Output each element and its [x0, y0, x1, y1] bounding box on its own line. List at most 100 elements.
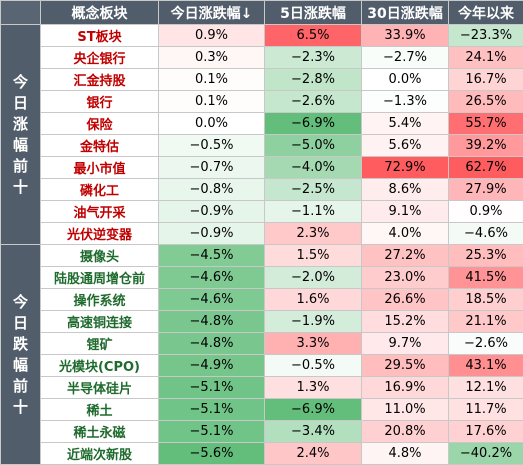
cell-ytd: 55.7% [449, 113, 523, 135]
col-header-ytd-change[interactable]: 今年以来 [449, 1, 523, 25]
sector-name[interactable]: 高速铜连接 [41, 311, 159, 333]
col-header-sector[interactable]: 概念板块 [41, 1, 159, 25]
sector-name[interactable]: 锂矿 [41, 333, 159, 355]
cell-d30: 9.1% [362, 201, 449, 223]
group-label-char: 日 [1, 93, 40, 114]
cell-today: −5.1% [159, 399, 265, 421]
cell-ytd: 39.2% [449, 135, 523, 157]
sector-name[interactable]: 近端次新股 [41, 443, 159, 465]
cell-d30: 23.0% [362, 267, 449, 289]
cell-d5: 3.3% [265, 333, 362, 355]
table-row[interactable]: 近端次新股−5.6%2.4%4.8%−40.2% [1, 443, 523, 465]
group-label-char: 跌 [1, 334, 40, 355]
sector-name[interactable]: 磷化工 [41, 179, 159, 201]
cell-ytd: 62.7% [449, 157, 523, 179]
sector-name[interactable]: 最小市值 [41, 157, 159, 179]
cell-today: −5.1% [159, 421, 265, 443]
cell-d5: 1.5% [265, 245, 362, 267]
cell-d30: 20.8% [362, 421, 449, 443]
table-row[interactable]: 光伏逆变器−0.9%2.3%4.0%−4.6% [1, 223, 523, 245]
cell-d30: 72.9% [362, 157, 449, 179]
cell-d30: 8.6% [362, 179, 449, 201]
sector-name[interactable]: 金特估 [41, 135, 159, 157]
cell-d5: −5.0% [265, 135, 362, 157]
cell-ytd: 27.9% [449, 179, 523, 201]
cell-d5: −1.1% [265, 201, 362, 223]
cell-ytd: 25.3% [449, 245, 523, 267]
table-row[interactable]: 油气开采−0.9%−1.1%9.1%0.9% [1, 201, 523, 223]
cell-d5: 6.5% [265, 25, 362, 47]
sector-name[interactable]: 油气开采 [41, 201, 159, 223]
table-row[interactable]: 高速铜连接−4.8%−1.9%15.2%21.1% [1, 311, 523, 333]
sector-name[interactable]: 汇金持股 [41, 69, 159, 91]
cell-ytd: 41.5% [449, 267, 523, 289]
sector-name[interactable]: 央企银行 [41, 47, 159, 69]
cell-d30: 5.6% [362, 135, 449, 157]
sector-name[interactable]: 摄像头 [41, 245, 159, 267]
sector-name[interactable]: 半导体硅片 [41, 377, 159, 399]
sector-name[interactable]: 陆股通周增仓前 [41, 267, 159, 289]
group-label-char: 十 [1, 397, 40, 418]
col-header-5d-change[interactable]: 5日涨跌幅 [265, 1, 362, 25]
group-label-top-gainers: 今日涨幅前十 [1, 25, 41, 245]
table-row[interactable]: 稀土−5.1%−6.9%11.0%11.7% [1, 399, 523, 421]
table-row[interactable]: 今日跌幅前十摄像头−4.5%1.5%27.2%25.3% [1, 245, 523, 267]
table-row[interactable]: 金特估−0.5%−5.0%5.6%39.2% [1, 135, 523, 157]
sector-name[interactable]: 稀土永磁 [41, 421, 159, 443]
cell-today: −0.5% [159, 135, 265, 157]
cell-d30: 29.5% [362, 355, 449, 377]
table-row[interactable]: 操作系统−4.6%1.6%26.6%18.5% [1, 289, 523, 311]
group-label-char: 幅 [1, 135, 40, 156]
cell-d30: 33.9% [362, 25, 449, 47]
sector-name[interactable]: 稀土 [41, 399, 159, 421]
cell-today: −0.8% [159, 179, 265, 201]
group-label-char: 今 [1, 72, 40, 93]
sector-name[interactable]: 银行 [41, 91, 159, 113]
sector-name[interactable]: ST板块 [41, 25, 159, 47]
cell-today: −4.6% [159, 267, 265, 289]
cell-today: −4.6% [159, 289, 265, 311]
cell-ytd: 0.9% [449, 201, 523, 223]
sector-name[interactable]: 保险 [41, 113, 159, 135]
group-header-blank [1, 1, 41, 25]
col-header-30d-change[interactable]: 30日涨跌幅 [362, 1, 449, 25]
table-row[interactable]: 锂矿−4.8%3.3%9.7%−2.6% [1, 333, 523, 355]
group-label-char: 今 [1, 292, 40, 313]
table-row[interactable]: 半导体硅片−5.1%1.3%16.9%12.1% [1, 377, 523, 399]
cell-d5: −2.6% [265, 91, 362, 113]
sector-name[interactable]: 光模块(CPO) [41, 355, 159, 377]
table-row[interactable]: 稀土永磁−5.1%−3.4%20.8%17.6% [1, 421, 523, 443]
table-row[interactable]: 磷化工−0.8%−2.5%8.6%27.9% [1, 179, 523, 201]
cell-d30: −2.7% [362, 47, 449, 69]
cell-d30: 4.8% [362, 443, 449, 465]
cell-d5: 2.3% [265, 223, 362, 245]
cell-ytd: 24.1% [449, 47, 523, 69]
col-header-today-change[interactable]: 今日涨跌幅↓ [159, 1, 265, 25]
cell-ytd: −4.6% [449, 223, 523, 245]
cell-d30: 11.0% [362, 399, 449, 421]
cell-d5: −0.5% [265, 355, 362, 377]
sector-name[interactable]: 光伏逆变器 [41, 223, 159, 245]
cell-today: −5.6% [159, 443, 265, 465]
group-label-char: 前 [1, 156, 40, 177]
cell-ytd: 11.7% [449, 399, 523, 421]
cell-d5: −2.0% [265, 267, 362, 289]
cell-d5: −1.9% [265, 311, 362, 333]
table-row[interactable]: 光模块(CPO)−4.9%−0.5%29.5%43.1% [1, 355, 523, 377]
table-row[interactable]: 陆股通周增仓前−4.6%−2.0%23.0%41.5% [1, 267, 523, 289]
cell-ytd: 18.5% [449, 289, 523, 311]
table-row[interactable]: 最小市值−0.7%−4.0%72.9%62.7% [1, 157, 523, 179]
cell-ytd: 43.1% [449, 355, 523, 377]
group-label-char: 幅 [1, 355, 40, 376]
cell-today: −5.1% [159, 377, 265, 399]
cell-d5: 2.4% [265, 443, 362, 465]
cell-d5: −6.9% [265, 399, 362, 421]
sector-name[interactable]: 操作系统 [41, 289, 159, 311]
cell-today: −4.8% [159, 333, 265, 355]
group-label-char: 日 [1, 313, 40, 334]
